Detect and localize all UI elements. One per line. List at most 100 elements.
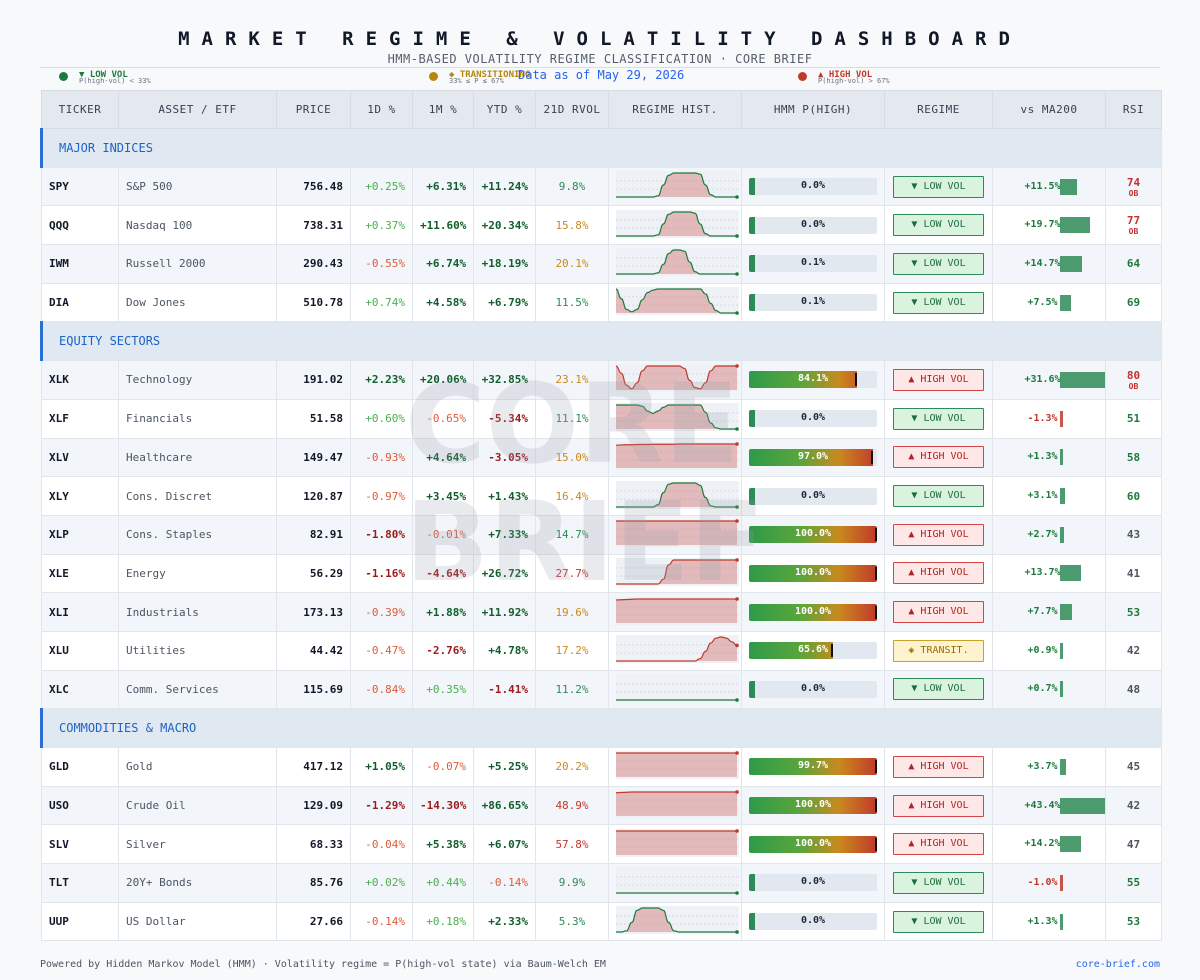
table-row[interactable]: USO Crude Oil 129.09 -1.29% -14.30% +86.65% 48… (41, 785, 1162, 826)
regime-cell: ▼ LOW VOL (884, 205, 993, 246)
regime-cell: ▲ HIGH VOL (884, 360, 993, 400)
regime-cell: ▲ HIGH VOL (884, 824, 993, 865)
legend-dot-icon (798, 72, 807, 81)
p-high-cell: 100.0% (741, 824, 885, 865)
rvol-cell: 48.9% (535, 785, 609, 826)
table-row[interactable]: XLF Financials 51.58 +0.60% -0.65% -5.34% 11.1… (41, 398, 1162, 439)
table-row[interactable]: XLI Industrials 173.13 -0.39% +1.88% +11.92% 1… (41, 592, 1162, 632)
price-cell: 56.29 (276, 553, 351, 594)
col-header-asset[interactable]: ASSET / ETF (118, 90, 277, 129)
probability-bar: 0.0% (749, 680, 877, 698)
legend-sub: 33% ≤ P ≤ 67% (449, 77, 504, 85)
table-row[interactable]: DIA Dow Jones 510.78 +0.74% +4.58% +6.79% 11.5… (41, 282, 1162, 323)
asset-name-cell: US Dollar (118, 901, 277, 942)
ticker-cell: UUP (41, 901, 119, 942)
col-header-ticker[interactable]: TICKER (41, 90, 119, 129)
col-header-regime-hist[interactable]: REGIME HIST. (608, 90, 742, 129)
col-header-1d[interactable]: 1D % (350, 90, 413, 129)
rvol-cell: 17.2% (535, 630, 609, 671)
col-header-vs-ma200[interactable]: vs MA200 (992, 90, 1106, 129)
probability-label: 0.1% (800, 257, 826, 269)
sparkline-end-dot (735, 427, 739, 431)
col-header-rvol[interactable]: 21D RVOL (535, 90, 609, 129)
ma200-bar (1060, 681, 1063, 698)
rvol-cell: 57.8% (535, 824, 609, 865)
change-ytd-cell: +5.25% (473, 747, 536, 787)
header-divider (40, 67, 1160, 68)
rsi-cell: 64 (1105, 244, 1162, 284)
change-ytd-cell: -3.05% (473, 437, 536, 478)
change-ytd-cell: +18.19% (473, 244, 536, 284)
table-row[interactable]: SPY S&P 500 756.48 +0.25% +6.31% +11.24% 9.8% 0… (41, 166, 1162, 207)
sparkline-line (615, 597, 737, 601)
probability-label: 100.0% (794, 837, 832, 849)
table-row[interactable]: GLD Gold 417.12 +1.05% -0.07% +5.25% 20.2% 99.7… (41, 747, 1162, 787)
table-row[interactable]: IWM Russell 2000 290.43 -0.55% +6.74% +18.19%… (41, 244, 1162, 284)
overbought-flag: OB (1128, 381, 1139, 391)
sparkline-end-dot (735, 311, 739, 315)
table-row[interactable]: XLV Healthcare 149.47 -0.93% +4.64% -3.05% 15.… (41, 437, 1162, 478)
rvol-cell: 15.8% (535, 205, 609, 246)
legend-label: ▲ HIGH VOL (818, 70, 873, 80)
col-header-regime[interactable]: REGIME (884, 90, 993, 129)
change-1d-cell: +2.23% (350, 360, 413, 400)
ma200-bar (1060, 797, 1105, 814)
regime-history-sparkline (615, 287, 739, 316)
table-row[interactable]: XLC Comm. Services 115.69 -0.84% +0.35% -1.41… (41, 669, 1162, 710)
table-row[interactable]: TLT 20Y+ Bonds 85.76 +0.02% +0.44% -0.14% 9.9%… (41, 863, 1162, 903)
footer-link[interactable]: core-brief.com (1075, 959, 1160, 970)
probability-bar: 100.0% (749, 797, 877, 815)
vs-ma200-cell: +1.3% (992, 437, 1106, 478)
ma200-label: +11.5% (1024, 180, 1061, 192)
sparkline-background (616, 287, 739, 316)
table-row[interactable]: XLK Technology 191.02 +2.23% +20.06% +32.85% 2… (41, 360, 1162, 400)
regime-cell: ▼ LOW VOL (884, 669, 993, 710)
change-ytd-cell: +7.33% (473, 514, 536, 555)
change-ytd-cell: +20.34% (473, 205, 536, 246)
col-header-rsi[interactable]: RSI (1105, 90, 1162, 129)
price-cell: 149.47 (276, 437, 351, 478)
rsi-cell: 42 (1105, 785, 1162, 826)
rsi-value: 64 (1126, 257, 1141, 271)
regime-history-cell (608, 205, 742, 246)
table-row[interactable]: XLY Cons. Discret 120.87 -0.97% +3.45% +1.43%… (41, 476, 1162, 516)
sparkline-line (615, 365, 737, 390)
regime-history-sparkline (615, 906, 739, 935)
table-row[interactable]: SLV Silver 68.33 -0.04% +5.38% +6.07% 57.8% 100… (41, 824, 1162, 865)
probability-label: 65.6% (797, 644, 829, 656)
regime-history-cell (608, 747, 742, 787)
table-row[interactable]: XLE Energy 56.29 -1.16% -4.64% +26.72% 27.7% 10… (41, 553, 1162, 594)
change-1m-cell: -0.07% (412, 747, 474, 787)
sparkline-area (616, 637, 737, 662)
price-cell: 191.02 (276, 360, 351, 400)
legend-sub: P(high-vol) > 67% (818, 77, 890, 85)
overbought-flag: OB (1128, 227, 1139, 237)
table-row[interactable]: QQQ Nasdaq 100 738.31 +0.37% +11.60% +20.34% 1… (41, 205, 1162, 246)
col-header-price[interactable]: PRICE (276, 90, 351, 129)
sparkline-background (616, 673, 739, 702)
table-row[interactable]: XLP Cons. Staples 82.91 -1.80% -0.01% +7.33% 1… (41, 514, 1162, 555)
regime-cell: ▼ LOW VOL (884, 901, 993, 942)
sparkline-end-dot (735, 558, 739, 562)
asset-name-cell: Nasdaq 100 (118, 205, 277, 246)
probability-bar: 100.0% (749, 526, 877, 544)
asset-name-cell: Dow Jones (118, 282, 277, 323)
sparkline-line (615, 481, 737, 508)
probability-marker (874, 760, 877, 774)
table-row[interactable]: XLU Utilities 44.42 -0.47% -2.76% +4.78% 17.2%… (41, 630, 1162, 671)
rvol-cell: 11.1% (535, 398, 609, 439)
regime-history-sparkline (615, 171, 739, 200)
col-header-1m[interactable]: 1M % (412, 90, 474, 129)
p-high-cell: 100.0% (741, 514, 885, 555)
table-row[interactable]: UUP US Dollar 27.66 -0.14% +0.18% +2.33% 5.3% 0… (41, 901, 1162, 942)
section-header-row: MAJOR INDICES (40, 128, 1162, 168)
ma200-label: +7.7% (1027, 606, 1058, 618)
ma200-bar (1060, 758, 1066, 775)
probability-bar: 97.0% (749, 448, 877, 466)
col-header-ytd[interactable]: YTD % (473, 90, 536, 129)
change-1m-cell: -0.65% (412, 398, 474, 439)
regime-history-cell (608, 282, 742, 323)
ma200-bar-wrap: +3.7% (1000, 758, 1098, 776)
sparkline-line (615, 791, 737, 794)
col-header-p-high[interactable]: HMM P(HIGH) (741, 90, 885, 129)
